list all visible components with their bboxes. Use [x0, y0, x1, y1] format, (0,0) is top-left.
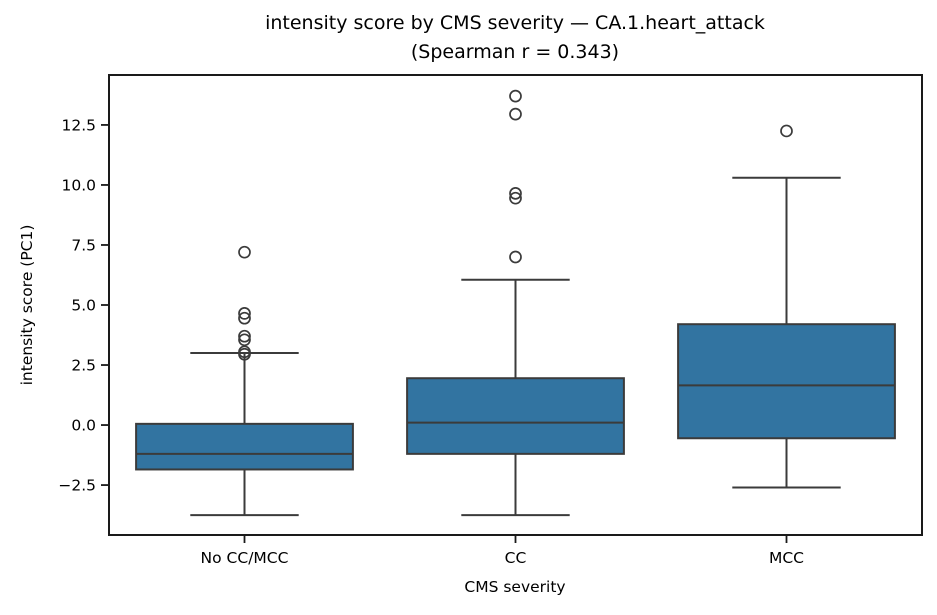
- x-axis-label: CMS severity: [464, 578, 566, 596]
- outlier-point: [238, 329, 251, 343]
- box-no-cc-mcc: [135, 422, 354, 471]
- y-tick-label: 0.0: [71, 417, 96, 435]
- outlier-point: [238, 307, 251, 320]
- y-tick-label: 2.5: [71, 357, 96, 375]
- y-tick-label: 5.0: [71, 297, 96, 315]
- outlier-point: [780, 124, 793, 138]
- outlier-point: [238, 333, 251, 347]
- x-tick-label: MCC: [769, 549, 804, 567]
- box-mcc: [677, 323, 896, 440]
- outlier-point: [509, 89, 522, 103]
- y-tick-label: 12.5: [61, 116, 96, 134]
- outlier-point: [509, 191, 522, 205]
- chart-title-line1: intensity score by CMS severity — CA.1.h…: [265, 12, 765, 34]
- outlier-point: [238, 345, 251, 359]
- outlier-point: [238, 311, 251, 325]
- y-tick-label: −2.5: [58, 477, 96, 495]
- chart-title: intensity score by CMS severity — CA.1.h…: [265, 9, 765, 67]
- chart-title-line2: (Spearman r = 0.343): [410, 41, 620, 63]
- outlier-point: [509, 250, 522, 264]
- outlier-point: [509, 107, 522, 121]
- x-tick-label: CC: [505, 549, 527, 567]
- y-tick-label: 10.0: [61, 176, 96, 194]
- y-tick-label: 7.5: [71, 236, 96, 254]
- outlier-point: [509, 187, 522, 200]
- box-cc: [406, 377, 625, 455]
- y-axis-label: intensity score (PC1): [18, 224, 36, 386]
- x-tick-label: No CC/MCC: [201, 549, 289, 567]
- outlier-point: [238, 245, 251, 259]
